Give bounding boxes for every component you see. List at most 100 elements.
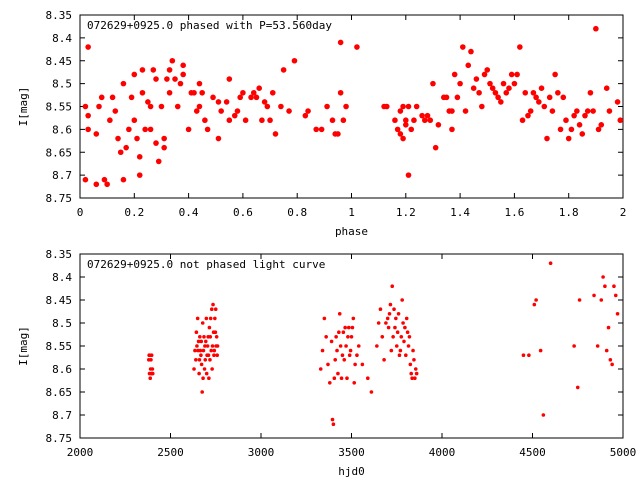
data-point: [340, 117, 347, 124]
data-point: [465, 62, 472, 69]
data-point: [598, 122, 605, 128]
data-point: [489, 85, 496, 91]
data-point: [93, 131, 100, 137]
data-point: [210, 344, 215, 348]
data-point: [261, 99, 268, 105]
data-point: [196, 339, 201, 344]
x-tick-label: 4000: [429, 446, 456, 459]
data-point: [403, 122, 409, 128]
data-point: [508, 71, 515, 78]
data-point: [331, 422, 336, 427]
data-point: [150, 67, 157, 73]
data-point: [394, 126, 401, 133]
x-tick-label: 1: [348, 206, 355, 219]
data-point: [199, 353, 203, 358]
data-point: [153, 140, 159, 146]
data-point: [199, 339, 204, 344]
data-point: [193, 108, 200, 114]
data-point: [341, 330, 346, 335]
data-point: [397, 353, 402, 358]
data-point: [332, 376, 337, 381]
data-point: [606, 108, 613, 114]
data-point: [211, 302, 215, 307]
data-point: [541, 103, 548, 110]
data-point: [385, 316, 390, 321]
data-point: [335, 348, 339, 353]
data-point: [400, 103, 406, 110]
data-point: [136, 172, 143, 178]
data-point: [131, 117, 138, 124]
data-point: [413, 103, 420, 110]
data-point: [392, 117, 398, 124]
data-point: [318, 367, 323, 371]
data-point: [142, 126, 148, 133]
data-point: [574, 108, 580, 114]
data-point: [208, 358, 212, 362]
x-tick-label: 3500: [338, 446, 365, 459]
data-point: [339, 376, 344, 381]
data-point: [333, 358, 338, 362]
data-point: [191, 89, 197, 96]
y-tick-label: 8.4: [52, 271, 72, 284]
data-point: [337, 89, 344, 96]
y-tick-label: 8.75: [46, 432, 73, 445]
data-point: [481, 71, 488, 78]
data-point: [443, 94, 450, 101]
data-point: [180, 62, 186, 69]
data-point: [492, 89, 499, 96]
data-point: [139, 89, 146, 96]
data-point: [327, 381, 332, 385]
data-point: [200, 321, 205, 325]
data-point: [413, 376, 417, 381]
data-point: [457, 80, 463, 87]
data-point: [206, 353, 211, 358]
data-point: [468, 48, 474, 55]
data-point: [555, 89, 561, 96]
data-point: [397, 108, 404, 114]
x-tick-label: 2: [620, 206, 627, 219]
data-point: [391, 335, 395, 339]
data-point: [150, 367, 155, 371]
data-point: [253, 94, 260, 101]
data-point: [392, 307, 396, 312]
data-point: [604, 348, 609, 353]
data-point: [330, 417, 335, 422]
data-point: [401, 321, 405, 325]
data-point: [404, 316, 409, 321]
y-tick-label: 8.35: [46, 248, 73, 261]
x-axis-label: hjd0: [338, 465, 365, 478]
data-point: [195, 344, 199, 348]
data-point: [552, 71, 558, 78]
data-point: [337, 330, 341, 335]
plot-frame: [79, 253, 624, 439]
data-point: [451, 71, 458, 78]
data-point: [541, 413, 546, 417]
data-point: [343, 325, 347, 330]
data-point: [375, 344, 379, 348]
data-point: [408, 362, 413, 367]
data-point: [215, 353, 219, 358]
data-point: [326, 362, 330, 367]
data-point: [242, 117, 249, 124]
data-point: [199, 89, 205, 96]
unphased-light-curve-plot: 2000 2500 3000 3500 4000 4500 5000 8.35 8.4 8.45 8…: [17, 248, 636, 478]
data-point: [473, 76, 480, 82]
data-point: [592, 293, 596, 298]
data-point: [215, 344, 220, 348]
data-point: [470, 85, 477, 91]
data-point: [147, 103, 154, 110]
chart-title: 072629+0925.0 not phased light curve: [87, 258, 325, 271]
data-point: [207, 376, 211, 381]
data-point: [355, 353, 359, 358]
data-point: [85, 44, 91, 50]
data-point: [164, 76, 170, 82]
data-point: [521, 353, 526, 358]
data-point: [337, 39, 344, 46]
data-point: [546, 94, 553, 101]
data-point: [82, 176, 89, 183]
data-point: [286, 108, 292, 114]
y-tick-label: 8.6: [52, 123, 72, 136]
data-point: [200, 390, 204, 394]
data-point: [582, 112, 588, 119]
data-point: [614, 99, 621, 105]
